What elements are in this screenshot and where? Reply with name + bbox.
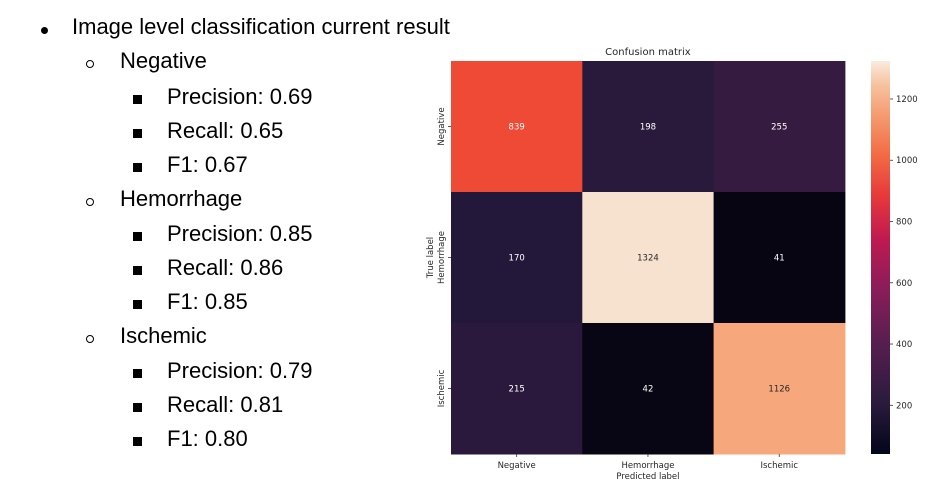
metric-text: Recall: 0.65 [167,118,284,143]
metric-text: F1: 0.67 [167,152,248,177]
metric-row: F1: 0.85 [131,289,248,315]
metric-row: F1: 0.67 [131,152,248,178]
cell-value-label: 170 [509,254,525,264]
chart-title: Confusion matrix [605,47,691,58]
cell-value-label: 839 [509,123,525,133]
outline-heading: Image level classification current resul… [72,14,450,39]
heatmap-cell [451,61,583,193]
colorbar-tick-label: 800 [896,218,912,228]
class-row-hemorrhage: Hemorrhage [84,186,242,212]
heatmap-cell [713,61,846,193]
bullet-square-icon [131,358,143,384]
cell-value-label: 1126 [768,385,790,395]
heatmap-cell [582,323,715,455]
cell-value-label: 255 [771,123,787,133]
heatmap-cell [582,192,715,324]
metric-text: Precision: 0.69 [167,84,313,109]
metric-row: F1: 0.80 [131,426,248,452]
metric-row: Precision: 0.69 [131,84,313,110]
bullet-square-icon [131,118,143,144]
metric-row: Recall: 0.86 [131,255,283,281]
metric-text: F1: 0.85 [167,289,248,314]
y-tick-label: Ischemic [437,369,447,407]
bullet-dot-icon [36,14,52,40]
y-axis-label: True label [426,237,436,279]
cell-value-label: 1324 [637,254,659,264]
bullet-square-icon [131,84,143,110]
heatmap-cell [451,323,583,455]
x-axis-label: Predicted label [616,472,679,482]
bullet-circle-icon [84,323,96,349]
bullet-square-icon [131,152,143,178]
bullet-square-icon [131,255,143,281]
heatmap-cell [451,192,583,324]
metric-row: Precision: 0.85 [131,221,313,247]
metric-text: Recall: 0.86 [167,255,284,280]
cell-value-label: 42 [643,385,654,395]
metric-text: Recall: 0.81 [167,392,284,417]
bullet-square-icon [131,221,143,247]
bullet-square-icon [131,426,143,452]
outline-heading-row: Image level classification current resul… [36,14,450,40]
class-name: Negative [120,48,207,73]
colorbar-tick-label: 200 [896,401,912,411]
metric-row: Recall: 0.65 [131,118,283,144]
metric-row: Precision: 0.79 [131,358,313,384]
colorbar-gradient [871,61,890,454]
bullet-circle-icon [84,48,96,74]
class-name: Ischemic [120,323,207,348]
colorbar-tick-label: 600 [896,279,912,289]
class-row-ischemic: Ischemic [84,323,207,349]
x-tick-label: Hemorrhage [621,461,674,471]
class-row-negative: Negative [84,48,207,74]
cell-value-label: 198 [640,123,656,133]
bullet-square-icon [131,392,143,418]
bullet-square-icon [131,289,143,315]
metric-row: Recall: 0.81 [131,392,283,418]
y-tick-label: Negative [437,107,447,145]
colorbar-tick-label: 400 [896,340,912,350]
heatmap-cell [713,323,846,455]
heatmap-cell [582,61,715,193]
colorbar-tick-label: 1200 [896,95,918,105]
cell-value-label: 41 [774,254,785,264]
x-tick-label: Ischemic [760,461,798,471]
x-tick-label: Negative [498,461,536,471]
cell-value-label: 215 [509,385,525,395]
bullet-circle-icon [84,186,96,212]
colorbar-tick-label: 1000 [896,156,918,166]
y-tick-label: Hemorrhage [437,231,447,284]
metric-text: F1: 0.80 [167,426,248,451]
metric-text: Precision: 0.85 [167,221,313,246]
heatmap-cell [713,192,846,324]
class-name: Hemorrhage [120,186,243,211]
metric-text: Precision: 0.79 [167,358,313,383]
